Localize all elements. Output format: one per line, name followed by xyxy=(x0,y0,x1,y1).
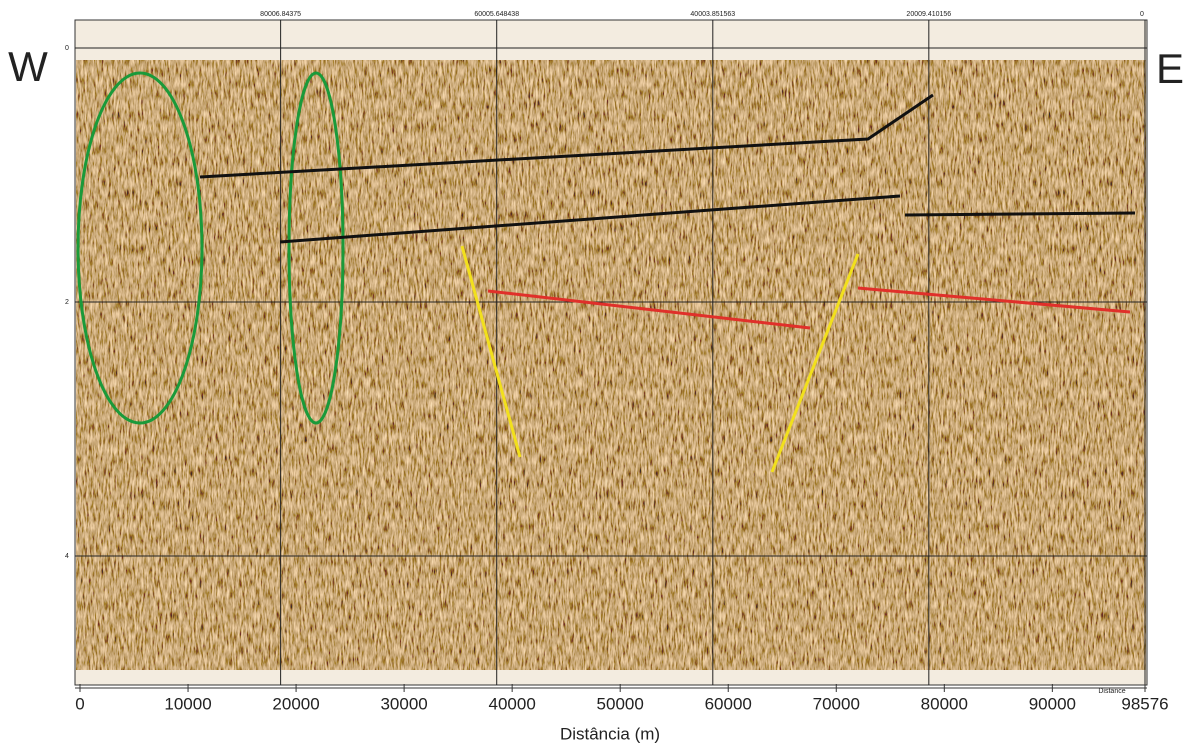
interpretation xyxy=(76,71,1136,473)
top-tick-label: 60005.648438 xyxy=(474,11,519,18)
seismic-texture xyxy=(76,60,1146,670)
black-horizon xyxy=(279,194,901,244)
red-horizon xyxy=(857,286,1131,314)
corner-label: Distance xyxy=(1098,688,1125,695)
black-horizon xyxy=(199,93,934,179)
x-axis-title: Distância (m) xyxy=(560,724,660,743)
east-label: E xyxy=(1156,45,1184,92)
top-tick-label: 20009.410156 xyxy=(906,11,951,18)
x-tick-label: 50000 xyxy=(597,694,644,713)
x-tick-label: 30000 xyxy=(380,694,427,713)
green-ellipse xyxy=(76,71,204,425)
left-tick-label: 0 xyxy=(65,45,69,52)
top-tick-label: 80006.84375 xyxy=(260,11,301,18)
top-tick-label: 0 xyxy=(1140,11,1144,18)
x-tick-label: 98576 xyxy=(1121,694,1168,713)
left-tick-label: 2 xyxy=(65,299,69,306)
x-tick-label: 20000 xyxy=(272,694,319,713)
green-ellipse xyxy=(287,71,345,425)
top-tick-label: 40003.851563 xyxy=(690,11,735,18)
x-tick-label: 70000 xyxy=(813,694,860,713)
x-tick-label: 40000 xyxy=(489,694,536,713)
seismic-panel xyxy=(74,19,1148,686)
red-horizon xyxy=(487,289,811,330)
x-tick-label: 80000 xyxy=(921,694,968,713)
black-horizon xyxy=(904,211,1136,217)
west-label: W xyxy=(8,43,48,90)
left-tick-label: 4 xyxy=(65,553,69,560)
grid xyxy=(75,20,1147,685)
yellow-fault xyxy=(460,245,522,458)
yellow-fault xyxy=(770,253,860,473)
x-tick-label: 90000 xyxy=(1029,694,1076,713)
x-tick-label: 0 xyxy=(75,694,84,713)
x-tick-label: 10000 xyxy=(164,694,211,713)
x-tick-label: 60000 xyxy=(705,694,752,713)
